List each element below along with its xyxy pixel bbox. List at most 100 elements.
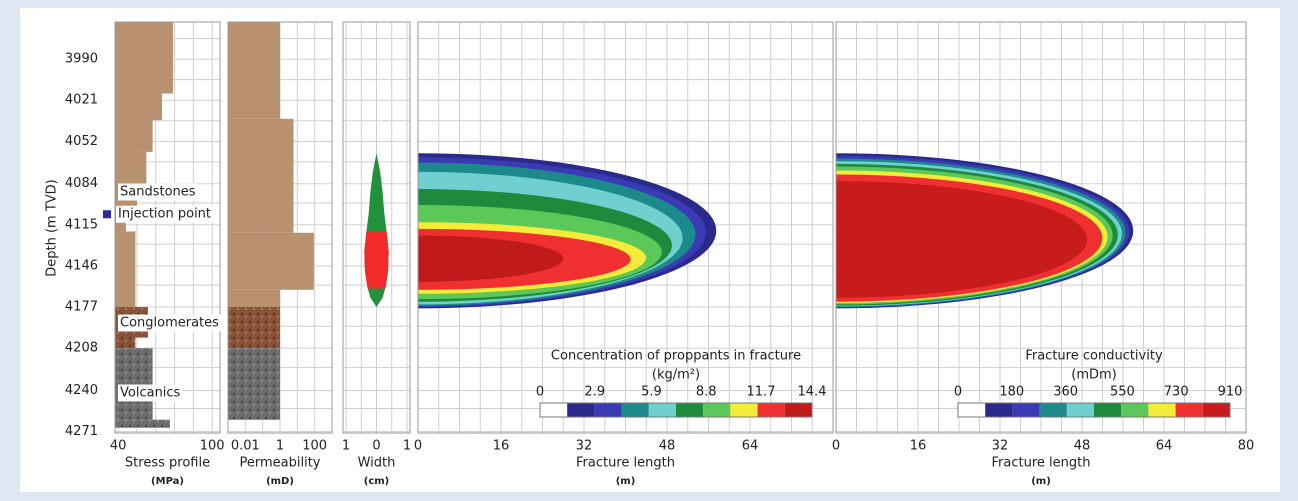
x-tick-label: 1 (342, 439, 350, 454)
x-axis-label: Fracture length (576, 456, 675, 471)
profile-segment (115, 22, 173, 94)
label-box (118, 183, 198, 201)
colorbar-title: Fracture conductivity (1025, 349, 1163, 364)
colorbar-tick-label: 180 (999, 385, 1024, 400)
panel-frame (227, 21, 333, 434)
y-tick-label: 4271 (65, 424, 98, 439)
x-axis-label: Stress profile (125, 456, 210, 471)
x-axis-label: Permeability (240, 456, 321, 471)
colorbar-bin (703, 403, 731, 417)
colorbar-bin (958, 403, 986, 417)
x-axis-unit: (m) (1031, 476, 1051, 487)
proppant-width (376, 231, 389, 289)
colorbar-bin (1012, 403, 1040, 417)
y-tick-label: 4021 (65, 93, 98, 108)
x-tick-label: 32 (576, 439, 593, 454)
panel-frame (835, 21, 1247, 434)
x-axis-unit: (cm) (364, 476, 390, 487)
y-tick-label: 4177 (65, 300, 98, 315)
profile-segment (228, 307, 280, 349)
colorbar-bin (567, 403, 595, 417)
layer-label: Volcanics (120, 386, 181, 401)
profile-segment (115, 231, 136, 308)
x-axis-unit: (m) (616, 476, 636, 487)
x-axis-label: Fracture length (992, 456, 1091, 471)
profile-segment (115, 337, 136, 349)
profile-segment (228, 118, 294, 233)
label-box (118, 384, 183, 402)
colorbar-bin (730, 403, 758, 417)
colorbar-bin (1066, 403, 1094, 417)
x-tick-label: 64 (1156, 439, 1173, 454)
colorbar-bin (1121, 403, 1149, 417)
colorbar-bin (985, 403, 1013, 417)
x-tick-label: 0 (832, 439, 840, 454)
colorbar-tick-label: 11.7 (747, 385, 776, 400)
x-tick-label: 100 (302, 439, 327, 454)
colorbar-bin (621, 403, 649, 417)
x-tick-label: 32 (992, 439, 1009, 454)
colorbar-bin (1094, 403, 1122, 417)
x-tick-label: 0 (372, 439, 380, 454)
x-tick-label: 16 (910, 439, 927, 454)
profile-segment (115, 215, 126, 232)
colorbar-bin (1148, 403, 1176, 417)
colorbar-bin (540, 403, 568, 417)
profile-segment (228, 22, 280, 119)
colorbar-tick-label: 0 (954, 385, 962, 400)
x-tick-label: 1 (276, 439, 284, 454)
layer-label: Sandstones (120, 185, 196, 200)
profile-segment (115, 419, 170, 428)
colorbar-bin (648, 403, 676, 417)
colorbar-frame (957, 402, 1231, 418)
layer-label: Conglomerates (120, 316, 219, 331)
colorbar-bin (1175, 403, 1203, 417)
colorbar-tick-label: 8.8 (696, 385, 717, 400)
y-tick-label: 4115 (65, 217, 98, 232)
x-tick-label: 80 (1238, 439, 1255, 454)
y-tick-label: 4052 (65, 134, 98, 149)
fracture-contour (418, 235, 564, 282)
profile-segment (228, 232, 314, 290)
profile-segment (115, 151, 147, 184)
profile-segment (228, 289, 280, 308)
y-tick-label: 4084 (65, 176, 98, 191)
profile-segment (115, 348, 153, 420)
panel-frame (342, 21, 411, 434)
colorbar-bin (676, 403, 704, 417)
colorbar-bin (784, 403, 812, 417)
colorbar-tick-label: 730 (1164, 385, 1189, 400)
colorbar-bin (594, 403, 622, 417)
x-tick-label: 1 (403, 439, 411, 454)
colorbar-bin (1039, 403, 1067, 417)
fracture-contour (836, 181, 1088, 298)
proppant-width (364, 231, 377, 289)
x-axis-unit: (MPa) (151, 476, 184, 487)
colorbar-bin (1202, 403, 1230, 417)
x-tick-label: 0.01 (231, 439, 260, 454)
x-tick-label: 48 (1074, 439, 1091, 454)
y-tick-label: 3990 (65, 52, 98, 67)
x-tick-label: 100 (200, 439, 225, 454)
x-tick-label: 0 (414, 439, 422, 454)
y-axis-label: Depth (m TVD) (45, 179, 60, 277)
y-tick-label: 4240 (65, 383, 98, 398)
x-axis-label: Width (358, 456, 396, 471)
injection-marker (103, 210, 111, 219)
colorbar-frame (539, 402, 813, 418)
profile-segment (115, 93, 163, 121)
x-tick-label: 40 (110, 439, 127, 454)
colorbar-tick-label: 0 (536, 385, 544, 400)
colorbar-tick-label: 14.4 (798, 385, 827, 400)
colorbar-tick-label: 910 (1218, 385, 1243, 400)
x-axis-unit: (mD) (266, 476, 294, 487)
colorbar-unit: (kg/m²) (652, 368, 700, 383)
colorbar-tick-label: 2.9 (584, 385, 605, 400)
colorbar-tick-label: 550 (1110, 385, 1135, 400)
colorbar-tick-label: 5.9 (641, 385, 662, 400)
colorbar-unit: (mDm) (1071, 368, 1116, 383)
colorbar-tick-label: 360 (1053, 385, 1078, 400)
profile-segment (228, 348, 280, 420)
x-tick-label: 48 (659, 439, 676, 454)
